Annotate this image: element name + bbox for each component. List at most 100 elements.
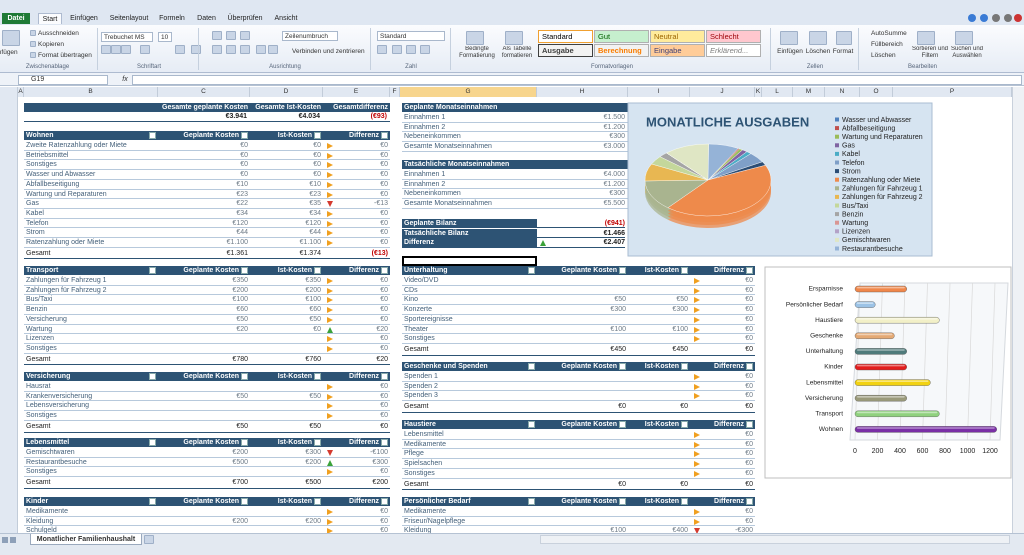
filter-button[interactable] [528, 498, 535, 505]
tab-nav[interactable] [10, 537, 16, 543]
tab-nav[interactable] [2, 537, 8, 543]
ribbon-tab[interactable]: Seitenlayout [109, 15, 149, 22]
ribbon-button[interactable]: Zeilenumbruch [282, 31, 338, 41]
column-header[interactable]: C [158, 87, 250, 97]
ribbon-button[interactable]: Trebuchet MS [101, 32, 153, 42]
format-button[interactable] [268, 45, 278, 54]
filter-button[interactable] [381, 498, 388, 505]
ribbon-tab[interactable]: Start [38, 13, 62, 24]
new-sheet[interactable] [144, 535, 154, 544]
format-as-table[interactable]: Als Tabelle formatieren [501, 46, 533, 59]
format-button[interactable] [101, 45, 111, 54]
filter-button[interactable] [149, 267, 156, 274]
ribbon-button[interactable]: AutoSumme [871, 30, 907, 37]
column-header[interactable]: A [18, 87, 24, 97]
window-button[interactable] [1014, 14, 1022, 22]
filter-button[interactable] [241, 498, 248, 505]
filter-button[interactable] [681, 421, 688, 428]
v-scrollbar[interactable] [1012, 87, 1024, 533]
column-header[interactable]: N [825, 87, 860, 97]
selected-cell[interactable] [402, 256, 537, 266]
sort-filter[interactable]: Sortieren und Filtern [911, 46, 949, 59]
filter-button[interactable] [314, 373, 321, 380]
format-button[interactable] [420, 45, 430, 54]
format-button[interactable] [392, 45, 402, 54]
cell-style[interactable]: Standard [538, 30, 593, 43]
filter-button[interactable] [746, 421, 753, 428]
cell-style[interactable]: Gut [594, 30, 649, 43]
window-button[interactable] [1004, 14, 1012, 22]
window-button[interactable] [992, 14, 1000, 22]
format-button[interactable] [377, 45, 387, 54]
conditional-format[interactable]: Bedingte Formatierung [459, 46, 495, 59]
column-header[interactable]: G [400, 87, 537, 97]
column-header[interactable]: M [793, 87, 825, 97]
ribbon-button[interactable]: Einfügen [777, 48, 803, 55]
cell-style[interactable]: Eingabe [650, 44, 705, 57]
sheet-tab[interactable]: Monatlicher Familienhaushalt [30, 534, 142, 545]
format-button[interactable] [212, 31, 222, 40]
find-select[interactable]: Suchen und Auswählen [950, 46, 984, 59]
filter-button[interactable] [746, 363, 753, 370]
fx-button[interactable]: fx [122, 76, 128, 83]
filter-button[interactable] [241, 373, 248, 380]
filter-button[interactable] [381, 373, 388, 380]
filter-button[interactable] [241, 132, 248, 139]
format-button[interactable] [175, 45, 185, 54]
ribbon-button[interactable]: Format übertragen [38, 52, 92, 59]
format-button[interactable] [226, 45, 236, 54]
filter-button[interactable] [528, 421, 535, 428]
format-button[interactable] [406, 45, 416, 54]
filter-button[interactable] [149, 132, 156, 139]
ribbon-button[interactable]: Kopieren [38, 41, 65, 48]
column-header[interactable]: K [755, 87, 762, 97]
cell-style[interactable]: Erklärend... [706, 44, 761, 57]
format-button[interactable] [111, 45, 121, 54]
format-button[interactable] [212, 45, 222, 54]
cell-style[interactable]: Berechnung [594, 44, 649, 57]
filter-button[interactable] [314, 498, 321, 505]
ribbon-button[interactable]: 10 [158, 32, 172, 42]
filter-button[interactable] [681, 363, 688, 370]
h-scrollbar[interactable] [540, 535, 1010, 544]
ribbon-tab[interactable]: Einfügen [70, 15, 98, 22]
column-header[interactable]: H [537, 87, 628, 97]
filter-button[interactable] [619, 363, 626, 370]
filter-button[interactable] [241, 439, 248, 446]
filter-button[interactable] [149, 373, 156, 380]
filter-button[interactable] [381, 132, 388, 139]
filter-button[interactable] [619, 421, 626, 428]
filter-button[interactable] [619, 498, 626, 505]
filter-button[interactable] [681, 267, 688, 274]
column-header[interactable]: J [690, 87, 755, 97]
filter-button[interactable] [746, 267, 753, 274]
ribbon-button[interactable]: Format [832, 48, 854, 55]
ribbon-button[interactable]: Standard [377, 31, 445, 41]
column-header[interactable]: I [628, 87, 690, 97]
column-header[interactable]: E [323, 87, 390, 97]
ribbon-button[interactable]: Einfügen [0, 49, 18, 56]
filter-button[interactable] [619, 267, 626, 274]
filter-button[interactable] [241, 267, 248, 274]
filter-button[interactable] [681, 498, 688, 505]
formula-input[interactable] [132, 75, 1022, 85]
filter-button[interactable] [528, 363, 535, 370]
filter-button[interactable] [746, 498, 753, 505]
column-header[interactable]: P [893, 87, 1012, 97]
ribbon-button[interactable]: Löschen [805, 48, 831, 55]
cell-style[interactable]: Neutral [650, 30, 705, 43]
ribbon-tab[interactable]: Datei [2, 13, 30, 24]
format-button[interactable] [240, 45, 250, 54]
ribbon-button[interactable]: Ausschneiden [38, 30, 79, 37]
filter-button[interactable] [528, 267, 535, 274]
filter-button[interactable] [381, 267, 388, 274]
format-button[interactable] [191, 45, 201, 54]
cell-style[interactable]: Ausgabe [538, 44, 593, 57]
column-header[interactable]: F [390, 87, 400, 97]
column-header[interactable]: L [762, 87, 793, 97]
format-button[interactable] [256, 45, 266, 54]
name-box[interactable]: G19 [18, 75, 108, 85]
format-button[interactable] [140, 45, 150, 54]
column-header[interactable]: D [250, 87, 323, 97]
filter-button[interactable] [149, 498, 156, 505]
